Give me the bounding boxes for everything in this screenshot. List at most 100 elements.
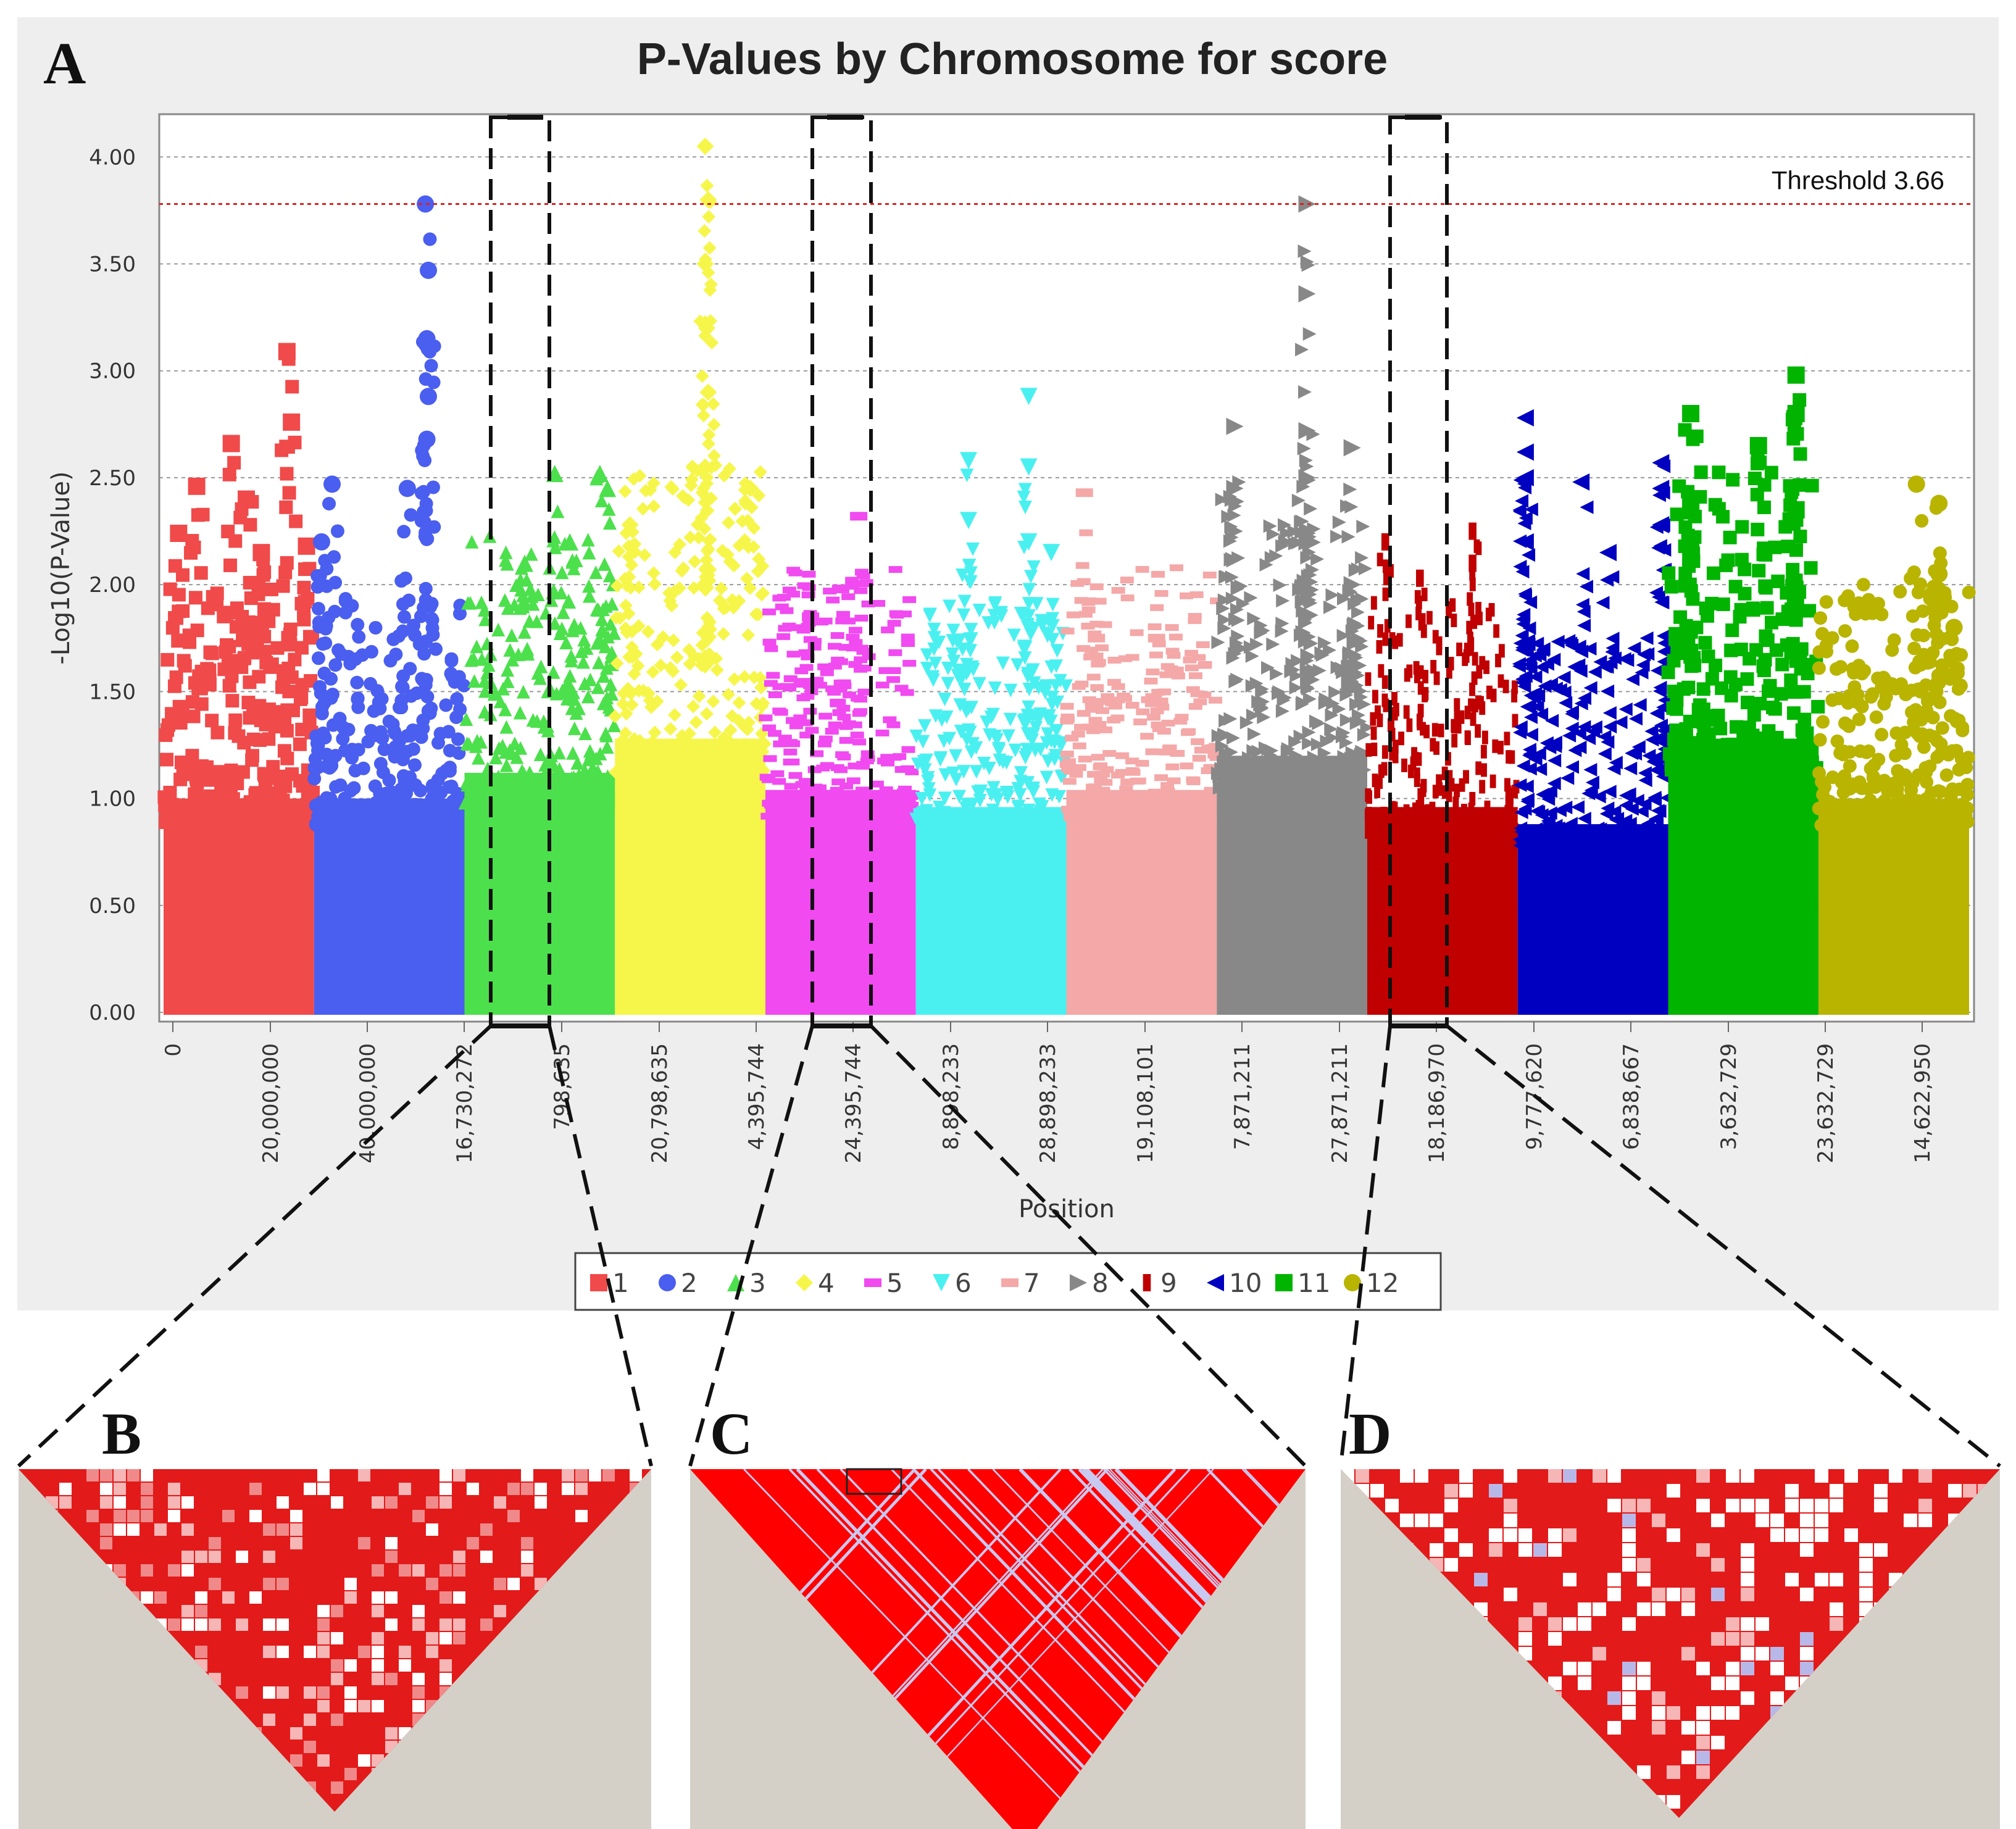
point: [1682, 559, 1696, 573]
point: [830, 700, 844, 707]
dense-points-chr-5: [765, 790, 916, 1015]
peak-point: [1020, 388, 1038, 406]
point: [1287, 525, 1301, 539]
point: [723, 723, 738, 737]
x-tick-label: 20,000,000: [259, 1043, 283, 1164]
peak-point: [1226, 480, 1244, 498]
point: [1627, 641, 1641, 656]
ld-cell: [1533, 1602, 1547, 1616]
point: [167, 815, 181, 830]
point: [1382, 559, 1389, 573]
ld-cell: [1741, 1499, 1754, 1512]
point: [1142, 807, 1156, 815]
ld-cell: [277, 1646, 289, 1658]
point: [1351, 772, 1365, 786]
ld-cell: [1696, 1499, 1710, 1512]
ld-cell: [1696, 1469, 1710, 1483]
ld-cell: [535, 1496, 547, 1509]
point: [1205, 744, 1219, 751]
point: [283, 818, 297, 832]
point: [851, 694, 865, 702]
point: [1192, 654, 1206, 661]
point: [1442, 815, 1449, 830]
ld-cell: [141, 1483, 153, 1495]
point: [1072, 764, 1086, 772]
point: [200, 760, 214, 774]
point: [1278, 691, 1292, 705]
point: [1322, 643, 1336, 657]
point: [683, 751, 697, 765]
point: [1446, 604, 1452, 619]
point: [1297, 635, 1312, 649]
ld-cell: [372, 1605, 384, 1617]
point: [1312, 664, 1327, 678]
point: [1869, 710, 1883, 724]
point: [297, 580, 311, 594]
point: [1180, 762, 1194, 770]
ld-cell: [141, 1591, 153, 1604]
point: [843, 691, 857, 699]
ld-cell: [1622, 1677, 1636, 1690]
point: [1918, 760, 1933, 775]
point: [1593, 655, 1607, 669]
ld-cell: [1696, 1721, 1710, 1735]
point: [1582, 831, 1596, 846]
point: [1281, 742, 1295, 756]
ld-cell: [1874, 1543, 1888, 1557]
point: [1048, 749, 1062, 763]
point: [1157, 728, 1171, 735]
point: [1813, 733, 1827, 747]
point: [1041, 629, 1055, 643]
point: [1074, 723, 1088, 731]
ld-cell: [1622, 1662, 1636, 1675]
point: [1547, 840, 1562, 854]
ld-cell: [1578, 1677, 1591, 1690]
point: [333, 778, 348, 792]
point: [852, 738, 867, 746]
point: [1012, 817, 1027, 831]
point: [1368, 615, 1375, 630]
point: [245, 749, 259, 763]
point: [280, 751, 294, 765]
ld-cell: [100, 1469, 112, 1481]
ld-cell: [358, 1754, 370, 1767]
point: [1447, 657, 1454, 671]
ld-cell: [344, 1768, 357, 1780]
point: [314, 686, 328, 701]
point: [452, 809, 466, 823]
point: [1836, 748, 1851, 762]
ld-cell: [453, 1632, 465, 1644]
point: [364, 644, 378, 659]
point: [1381, 745, 1388, 759]
point: [768, 691, 782, 698]
ld-cell: [290, 1754, 302, 1767]
point: [813, 681, 827, 689]
ld-cell: [1400, 1469, 1414, 1483]
point: [1488, 809, 1494, 823]
point: [418, 436, 432, 450]
point: [1383, 572, 1389, 586]
legend-marker: [1275, 1274, 1293, 1291]
point: [1509, 750, 1515, 764]
point: [460, 778, 475, 792]
point: [1923, 655, 1937, 669]
ld-cell: [399, 1659, 411, 1672]
point: [607, 719, 621, 733]
point: [369, 620, 383, 635]
point: [820, 669, 834, 677]
peak-point: [1343, 439, 1361, 457]
point: [1735, 520, 1749, 534]
point: [732, 594, 746, 608]
ld-cell: [1518, 1617, 1532, 1631]
point: [619, 526, 633, 540]
point: [1293, 729, 1307, 743]
point: [808, 678, 822, 685]
point: [298, 814, 312, 828]
ld-cell: [480, 1619, 493, 1631]
point: [567, 561, 581, 575]
point: [414, 514, 428, 528]
point: [1726, 473, 1740, 487]
peak-point: [420, 261, 437, 279]
point: [1614, 715, 1628, 730]
ld-cell: [1504, 1588, 1517, 1601]
